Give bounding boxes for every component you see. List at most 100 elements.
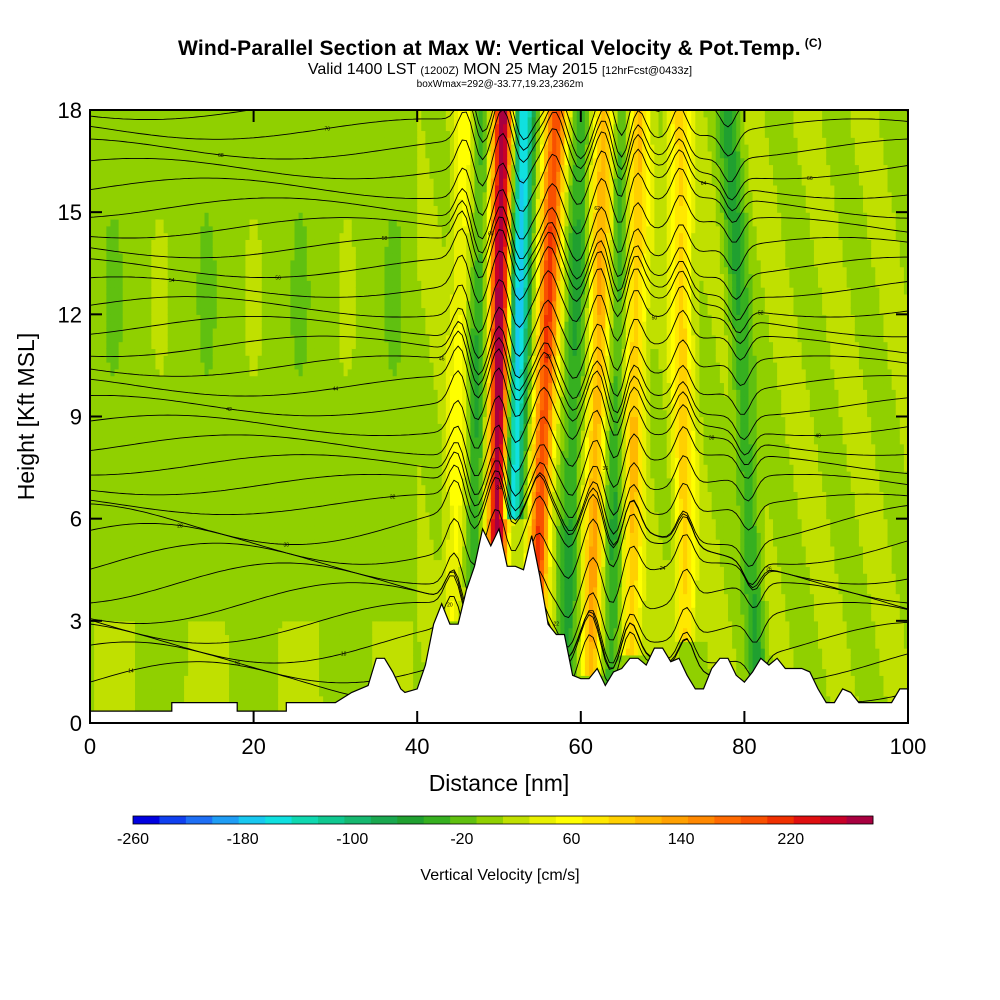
velocity-cell bbox=[290, 484, 296, 493]
velocity-cell bbox=[179, 382, 185, 390]
velocity-cell bbox=[294, 293, 300, 302]
velocity-cell bbox=[233, 362, 238, 370]
velocity-cell bbox=[237, 225, 242, 234]
velocity-cell bbox=[310, 661, 316, 670]
velocity-cell bbox=[216, 123, 222, 132]
velocity-cell bbox=[306, 491, 312, 499]
velocity-cell bbox=[245, 402, 251, 411]
velocity-cell bbox=[253, 327, 259, 336]
velocity-cell bbox=[134, 423, 140, 431]
velocity-cell bbox=[155, 232, 161, 241]
velocity-cell bbox=[196, 300, 202, 309]
velocity-cell bbox=[143, 375, 148, 384]
velocity-cell bbox=[151, 416, 157, 424]
velocity-cell bbox=[224, 259, 230, 268]
velocity-cell bbox=[265, 573, 271, 581]
velocity-cell bbox=[155, 273, 161, 281]
velocity-cell bbox=[302, 368, 308, 377]
velocity-cell bbox=[151, 688, 157, 697]
velocity-cell bbox=[130, 620, 136, 629]
velocity-cell bbox=[188, 259, 193, 268]
velocity-cell bbox=[122, 171, 128, 179]
velocity-cell bbox=[224, 688, 230, 697]
velocity-cell bbox=[188, 688, 193, 697]
velocity-cell bbox=[94, 702, 99, 710]
velocity-cell bbox=[220, 648, 226, 656]
velocity-cell bbox=[163, 464, 169, 472]
velocity-cell bbox=[306, 416, 312, 424]
velocity-cell bbox=[249, 545, 255, 554]
velocity-cell bbox=[298, 491, 304, 499]
velocity-cell bbox=[212, 464, 218, 472]
velocity-cell bbox=[310, 239, 316, 247]
velocity-cell bbox=[130, 137, 136, 145]
velocity-cell bbox=[106, 300, 112, 309]
velocity-cell bbox=[188, 593, 193, 601]
velocity-cell bbox=[245, 314, 251, 322]
velocity-cell bbox=[245, 620, 251, 629]
velocity-cell bbox=[118, 150, 124, 159]
velocity-cell bbox=[249, 484, 255, 493]
velocity-cell bbox=[237, 545, 242, 554]
velocity-cell bbox=[192, 239, 197, 247]
velocity-cell bbox=[204, 184, 210, 193]
velocity-cell bbox=[278, 396, 283, 404]
velocity-cell bbox=[167, 266, 173, 275]
velocity-cell bbox=[290, 184, 296, 193]
velocity-cell bbox=[310, 314, 316, 322]
velocity-cell bbox=[249, 368, 255, 377]
velocity-cell bbox=[220, 362, 226, 370]
velocity-cell bbox=[261, 634, 267, 642]
velocity-cell bbox=[134, 355, 140, 363]
velocity-cell bbox=[249, 436, 255, 445]
velocity-cell bbox=[274, 450, 279, 458]
velocity-cell bbox=[212, 362, 218, 370]
velocity-cell bbox=[143, 171, 148, 179]
velocity-cell bbox=[90, 205, 95, 213]
velocity-cell bbox=[143, 137, 148, 145]
velocity-cell bbox=[134, 341, 140, 349]
velocity-cell bbox=[208, 552, 214, 561]
velocity-cell bbox=[151, 498, 157, 506]
velocity-cell bbox=[269, 702, 275, 710]
velocity-cell bbox=[102, 641, 107, 649]
velocity-cell bbox=[200, 396, 206, 404]
velocity-cell bbox=[241, 702, 247, 710]
velocity-cell bbox=[155, 212, 161, 220]
velocity-cell bbox=[310, 259, 316, 268]
velocity-cell bbox=[139, 559, 144, 567]
velocity-cell bbox=[278, 225, 283, 234]
velocity-cell bbox=[130, 532, 136, 540]
velocity-cell bbox=[294, 116, 300, 125]
velocity-cell bbox=[155, 545, 161, 554]
velocity-cell bbox=[265, 307, 271, 315]
velocity-cell bbox=[237, 539, 242, 547]
velocity-cell bbox=[220, 300, 226, 309]
velocity-cell bbox=[192, 184, 197, 193]
velocity-cell bbox=[143, 627, 148, 636]
velocity-cell bbox=[106, 259, 112, 268]
velocity-cell bbox=[143, 205, 148, 213]
velocity-cell bbox=[175, 648, 181, 656]
velocity-cell bbox=[179, 232, 185, 241]
velocity-cell bbox=[224, 362, 230, 370]
velocity-cell bbox=[106, 293, 112, 302]
velocity-cell bbox=[298, 382, 304, 390]
velocity-cell bbox=[208, 586, 214, 595]
velocity-cell bbox=[298, 539, 304, 547]
velocity-cell bbox=[310, 532, 316, 540]
velocity-cell bbox=[151, 436, 157, 445]
velocity-cell bbox=[253, 184, 259, 193]
velocity-cell bbox=[204, 491, 210, 499]
velocity-cell bbox=[229, 518, 234, 527]
velocity-cell bbox=[90, 634, 95, 642]
velocity-cell bbox=[274, 307, 279, 315]
velocity-cell bbox=[229, 389, 234, 397]
velocity-cell bbox=[241, 409, 247, 418]
velocity-cell bbox=[122, 123, 128, 132]
velocity-cell bbox=[269, 600, 275, 608]
velocity-cell bbox=[265, 253, 271, 261]
velocity-cell bbox=[265, 246, 271, 254]
velocity-cell bbox=[171, 566, 177, 574]
velocity-cell bbox=[130, 218, 136, 227]
